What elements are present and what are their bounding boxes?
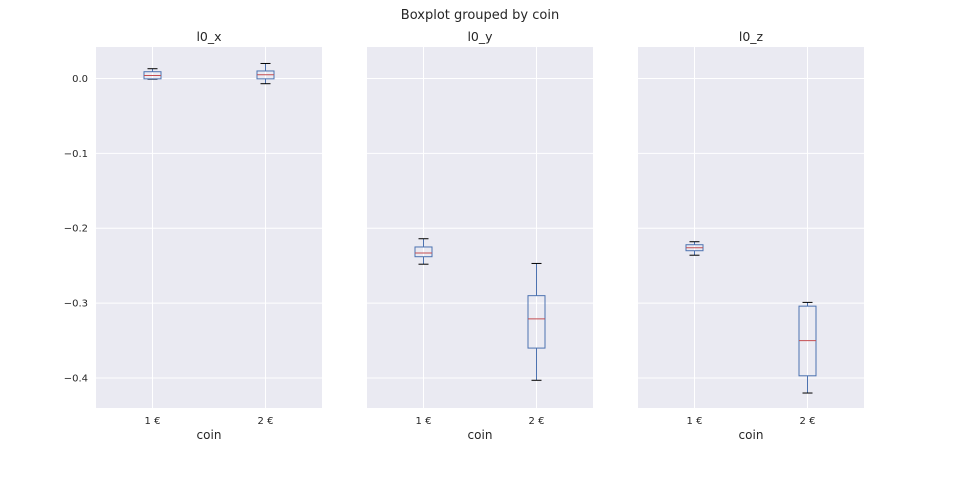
axes-background xyxy=(96,47,322,408)
y-tick-label: −0.2 xyxy=(64,224,88,235)
box-1 xyxy=(685,241,704,256)
x-tick-label: 2 € xyxy=(800,416,816,427)
x-tick-label: 1 € xyxy=(416,416,432,427)
figure-title: Boxplot grouped by coin xyxy=(401,8,559,23)
panel-title: l0_y xyxy=(467,29,493,44)
box-2 xyxy=(798,301,817,394)
axes-background xyxy=(638,47,864,408)
box-2 xyxy=(256,62,275,85)
box-2 xyxy=(527,262,546,381)
y-tick-label: 0.0 xyxy=(72,74,88,85)
x-axis-label: coin xyxy=(468,428,493,442)
box-1 xyxy=(414,238,433,265)
iqr-box xyxy=(527,295,546,349)
x-tick-label: 2 € xyxy=(529,416,545,427)
x-tick-label: 1 € xyxy=(687,416,703,427)
y-tick-label: −0.3 xyxy=(64,299,88,310)
x-axis-label: coin xyxy=(197,428,222,442)
y-tick-label: −0.1 xyxy=(64,149,88,160)
panel-title: l0_x xyxy=(196,29,221,44)
y-tick-label: −0.4 xyxy=(64,374,88,385)
iqr-box xyxy=(414,246,433,258)
box-1 xyxy=(143,68,162,80)
panel-title: l0_z xyxy=(739,29,764,44)
x-tick-label: 2 € xyxy=(258,416,274,427)
x-axis-label: coin xyxy=(739,428,764,442)
x-tick-label: 1 € xyxy=(145,416,161,427)
axes-background xyxy=(367,47,593,408)
